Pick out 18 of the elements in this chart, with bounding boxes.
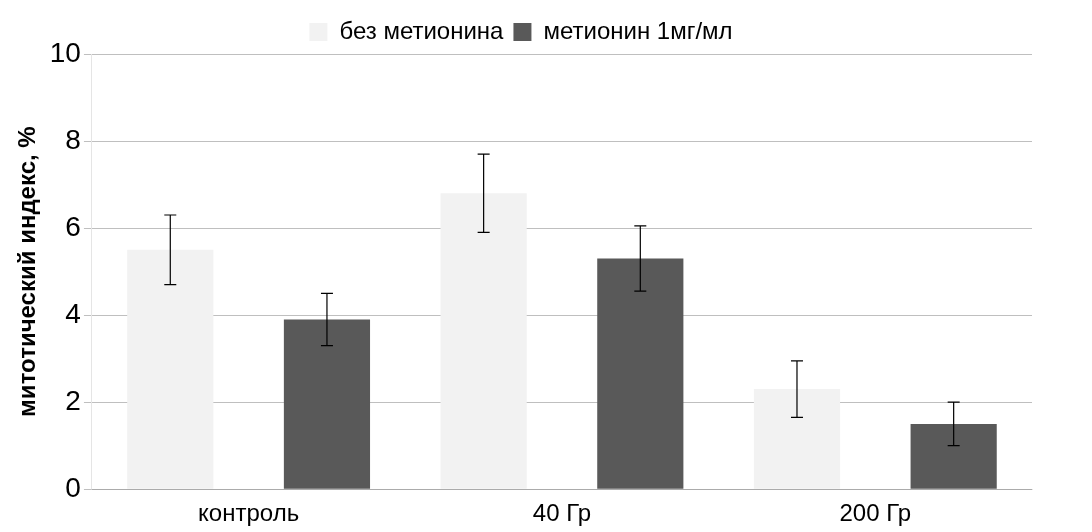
y-tick-label: 0: [65, 471, 81, 503]
y-tick-label: 4: [65, 297, 81, 329]
bar: [910, 423, 997, 489]
x-tick-label: 40 Гр: [532, 499, 592, 527]
bar: [440, 193, 527, 489]
legend-label: метионин 1мг/мл: [543, 16, 733, 44]
y-tick-label: 10: [49, 36, 81, 68]
y-tick-label: 2: [65, 384, 81, 416]
y-axis-title: митотический индекс, %: [13, 126, 41, 417]
x-tick-label: 200 Гр: [839, 499, 912, 527]
y-tick-label: 8: [65, 123, 81, 155]
bar: [753, 389, 841, 489]
bar: [127, 249, 214, 489]
y-tick-label: 6: [65, 210, 81, 242]
legend-label: без метионина: [339, 16, 505, 44]
bar: [283, 319, 371, 489]
bar: [597, 258, 684, 489]
x-tick-label: контроль: [198, 499, 300, 527]
